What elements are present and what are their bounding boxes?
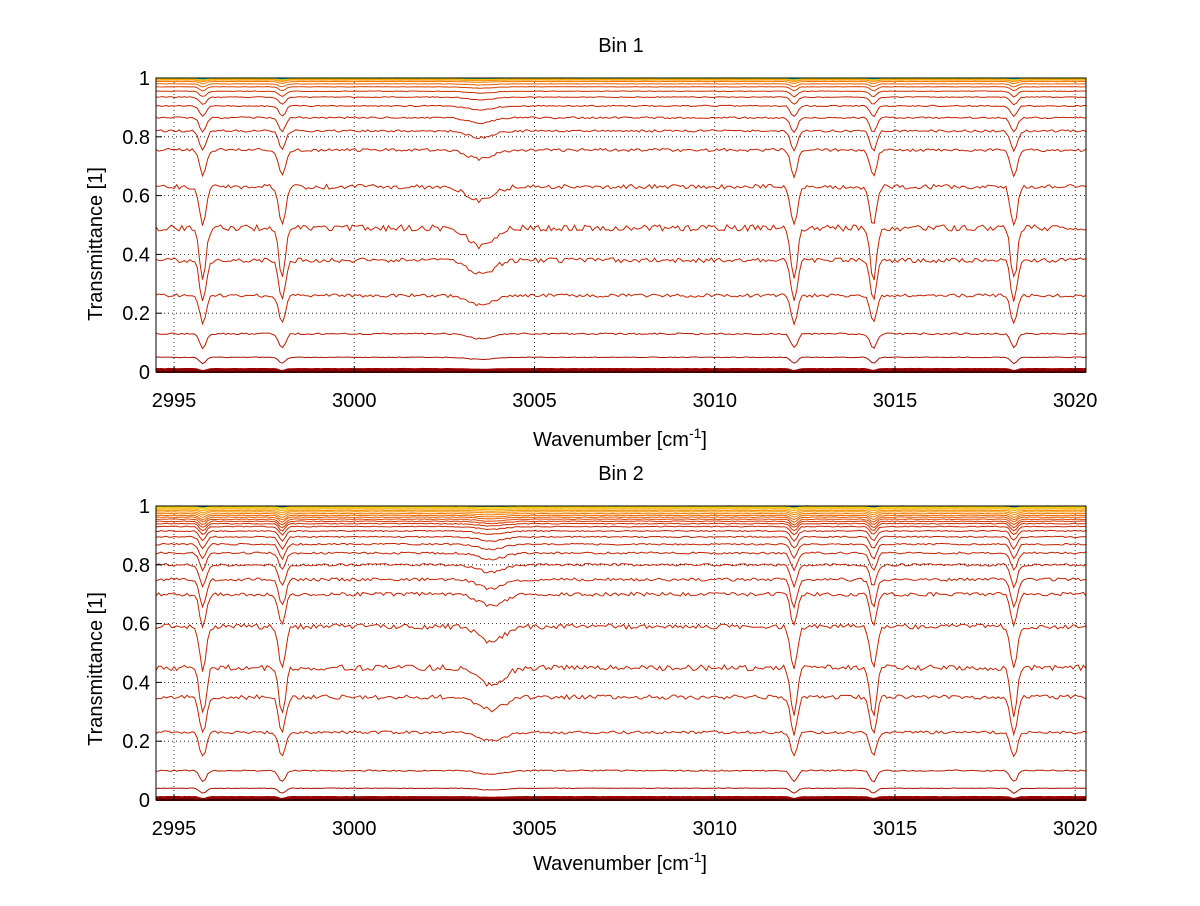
series-line bbox=[156, 543, 1086, 559]
x-tick-label: 3000 bbox=[332, 390, 377, 412]
series-line bbox=[156, 149, 1086, 178]
y-tick-label: 1 bbox=[139, 68, 150, 90]
x-tick-label: 3005 bbox=[512, 390, 557, 412]
y-tick-label: 0.6 bbox=[122, 186, 150, 208]
series-line bbox=[156, 564, 1086, 588]
series-line bbox=[156, 665, 1086, 717]
x-tick-label: 3015 bbox=[873, 818, 918, 840]
ticks: 2995 3000 3005 3010 3015 3020 0 0.2 0.4 0.6 0.8 1 bbox=[122, 68, 1097, 412]
y-tick-label: 0.2 bbox=[122, 303, 150, 325]
series-line bbox=[156, 731, 1086, 757]
y-axis-label: Transmittance [1] bbox=[85, 167, 107, 321]
subplot-bin-1: Bin 1 2995 3000 3005 3010 3015 3020 0 0.2 0.4 0.6… bbox=[85, 35, 1097, 451]
series-line bbox=[156, 788, 1086, 794]
series-line bbox=[156, 97, 1086, 105]
series-group bbox=[156, 506, 1086, 800]
chart-title: Bin 1 bbox=[598, 35, 644, 57]
series-line bbox=[156, 695, 1086, 736]
y-tick-label: 0.8 bbox=[122, 127, 150, 149]
y-tick-label: 0.4 bbox=[122, 672, 150, 694]
series-line bbox=[156, 536, 1086, 549]
series-line bbox=[156, 225, 1086, 280]
axes-box bbox=[156, 78, 1086, 372]
y-tick-label: 0.6 bbox=[122, 614, 150, 636]
series-line bbox=[156, 105, 1086, 116]
x-tick-label: 2995 bbox=[152, 390, 197, 412]
y-tick-label: 0 bbox=[139, 362, 150, 384]
x-axis-label: Wavenumber [cm-1] bbox=[533, 849, 707, 875]
series-line bbox=[156, 91, 1086, 97]
series-line bbox=[156, 530, 1086, 541]
series-line bbox=[156, 294, 1086, 324]
x-tick-label: 3000 bbox=[332, 818, 377, 840]
series-group bbox=[156, 78, 1086, 372]
y-tick-label: 0 bbox=[139, 790, 150, 812]
x-tick-label: 3005 bbox=[512, 818, 557, 840]
subplot-bin-2: Bin 2 2995 3000 3005 3010 3015 3020 0 0.2 0.4 0.6… bbox=[85, 463, 1097, 875]
x-tick-label: 3010 bbox=[692, 818, 737, 840]
y-tick-label: 0.8 bbox=[122, 555, 150, 577]
series-line bbox=[156, 333, 1086, 349]
x-tick-label: 3010 bbox=[692, 390, 737, 412]
series-line bbox=[156, 185, 1086, 226]
series-line bbox=[156, 357, 1086, 364]
series-line bbox=[156, 578, 1086, 608]
y-tick-label: 0.2 bbox=[122, 731, 150, 753]
series-line bbox=[156, 770, 1086, 782]
x-tick-label: 2995 bbox=[152, 818, 197, 840]
x-axis-label: Wavenumber [cm-1] bbox=[533, 425, 707, 451]
series-line bbox=[156, 87, 1086, 91]
grid bbox=[156, 78, 1086, 372]
x-tick-label: 3020 bbox=[1053, 390, 1098, 412]
chart-title: Bin 2 bbox=[598, 463, 644, 485]
x-tick-label: 3015 bbox=[873, 390, 918, 412]
grid bbox=[156, 506, 1086, 800]
series-line bbox=[156, 592, 1086, 627]
y-tick-label: 1 bbox=[139, 496, 150, 518]
series-line bbox=[156, 552, 1086, 571]
y-tick-label: 0.4 bbox=[122, 244, 150, 266]
y-axis-label: Transmittance [1] bbox=[85, 592, 107, 746]
series-line bbox=[156, 130, 1086, 151]
axes-box bbox=[156, 506, 1086, 800]
x-tick-label: 3020 bbox=[1053, 818, 1098, 840]
series-line bbox=[156, 624, 1086, 672]
